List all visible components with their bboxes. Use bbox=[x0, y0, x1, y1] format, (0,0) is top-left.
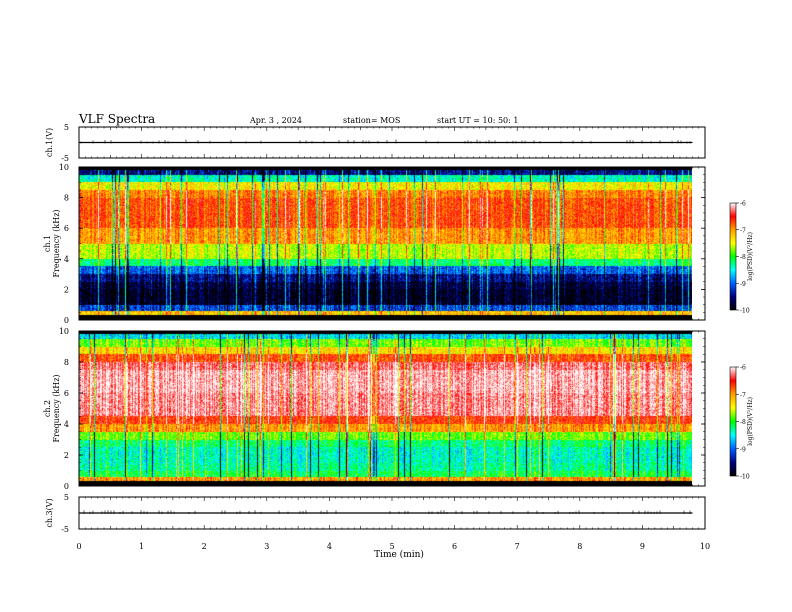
colorbar-tick-label: -8 bbox=[740, 254, 746, 261]
colorbar-tick-label: -6 bbox=[740, 365, 746, 372]
ch2-spectrogram-ytick-label: 6 bbox=[64, 389, 69, 398]
x-tick-label: 0 bbox=[76, 542, 81, 551]
colorbar-tick-label: -7 bbox=[740, 392, 746, 399]
ch2-spectrogram-ytick-label: 10 bbox=[59, 327, 69, 336]
colorbar-tick-label: -9 bbox=[740, 446, 746, 453]
ch1-waveform-ytick-label: -5 bbox=[61, 154, 69, 163]
ch2-spectrogram-ytick-label: 0 bbox=[64, 482, 69, 491]
ch2-spectrogram-panel: 0 2 4 6 8 10 ch.2Frequency (kHz) bbox=[43, 327, 706, 491]
ch1-spectrogram-panel: 0 2 4 6 8 10 ch.1Frequency (kHz) bbox=[43, 163, 706, 325]
x-tick-label: 8 bbox=[577, 542, 582, 551]
ch1-spectrogram-ytick-label: 10 bbox=[59, 163, 69, 172]
colorbar-scale bbox=[729, 202, 737, 311]
colorbar-label: log(PSD)(V²/Hz) bbox=[747, 397, 754, 446]
x-tick-label: 7 bbox=[515, 542, 520, 551]
ch1-waveform-ytick-label: 5 bbox=[64, 123, 69, 132]
ch2-spectrogram-ytick-label: 8 bbox=[64, 358, 69, 367]
x-tick-label: 10 bbox=[700, 542, 710, 551]
colorbar-tick-label: -8 bbox=[740, 419, 746, 426]
colorbar-1: -6 -7 -8 -9 -10 log(PSD)(V²/Hz) bbox=[729, 201, 754, 315]
ch2-spectrogram-ylabel: ch.2Frequency (kHz) bbox=[43, 374, 61, 442]
colorbar-tick-label: -6 bbox=[740, 201, 746, 208]
colorbar-tick-label: -9 bbox=[740, 281, 746, 288]
start-time-label: start UT = 10: 50: 1 bbox=[437, 116, 519, 125]
colorbar-label: log(PSD)(V²/Hz) bbox=[747, 232, 754, 281]
chart-title: VLF Spectra bbox=[79, 112, 156, 126]
colorbar-tick-label: -10 bbox=[740, 474, 750, 481]
ch1-spectrogram-ytick-label: 0 bbox=[64, 316, 69, 325]
x-axis-label: Time (min) bbox=[374, 549, 424, 560]
ch2-spectrogram-image bbox=[79, 331, 692, 486]
ch2-spectrogram-ytick-label: 2 bbox=[64, 451, 69, 460]
ch3-waveform-ytick-label: -5 bbox=[61, 525, 69, 534]
ch3-waveform-panel: 5 -5 ch.3(V) bbox=[45, 493, 706, 534]
ch1-spectrogram-image bbox=[79, 167, 692, 320]
x-tick-label: 6 bbox=[452, 542, 457, 551]
ch1-waveform-ylabel: ch.1(V) bbox=[45, 128, 54, 157]
date-label: Apr. 3 , 2024 bbox=[250, 116, 303, 125]
colorbar-2: -6 -7 -8 -9 -10 log(PSD)(V²/Hz) bbox=[729, 365, 754, 481]
ch3-waveform-ytick-label: 5 bbox=[64, 493, 69, 502]
x-tick-label: 4 bbox=[327, 542, 332, 551]
station-label: station= MOS bbox=[343, 116, 401, 125]
ch1-spectrogram-ytick-label: 2 bbox=[64, 285, 69, 294]
ch2-spectrogram-ytick-label: 4 bbox=[64, 420, 69, 429]
ch1-spectrogram-ylabel: ch.1Frequency (kHz) bbox=[43, 209, 61, 277]
ch1-spectrogram-ytick-label: 6 bbox=[64, 224, 69, 233]
colorbar-scale bbox=[729, 366, 737, 477]
ch1-spectrogram-ytick-label: 4 bbox=[64, 255, 69, 264]
x-tick-label: 5 bbox=[389, 542, 394, 551]
ch1-waveform-panel: 5 -5 ch.1(V) bbox=[45, 123, 706, 163]
x-tick-label: 3 bbox=[264, 542, 269, 551]
ch3-waveform-ylabel: ch.3(V) bbox=[45, 498, 54, 527]
colorbar-tick-label: -7 bbox=[740, 227, 746, 234]
ch1-spectrogram-ytick-label: 8 bbox=[64, 194, 69, 203]
colorbar-tick-label: -10 bbox=[740, 308, 750, 315]
x-tick-label: 9 bbox=[640, 542, 645, 551]
x-tick-label: 2 bbox=[202, 542, 207, 551]
x-tick-label: 1 bbox=[139, 542, 144, 551]
